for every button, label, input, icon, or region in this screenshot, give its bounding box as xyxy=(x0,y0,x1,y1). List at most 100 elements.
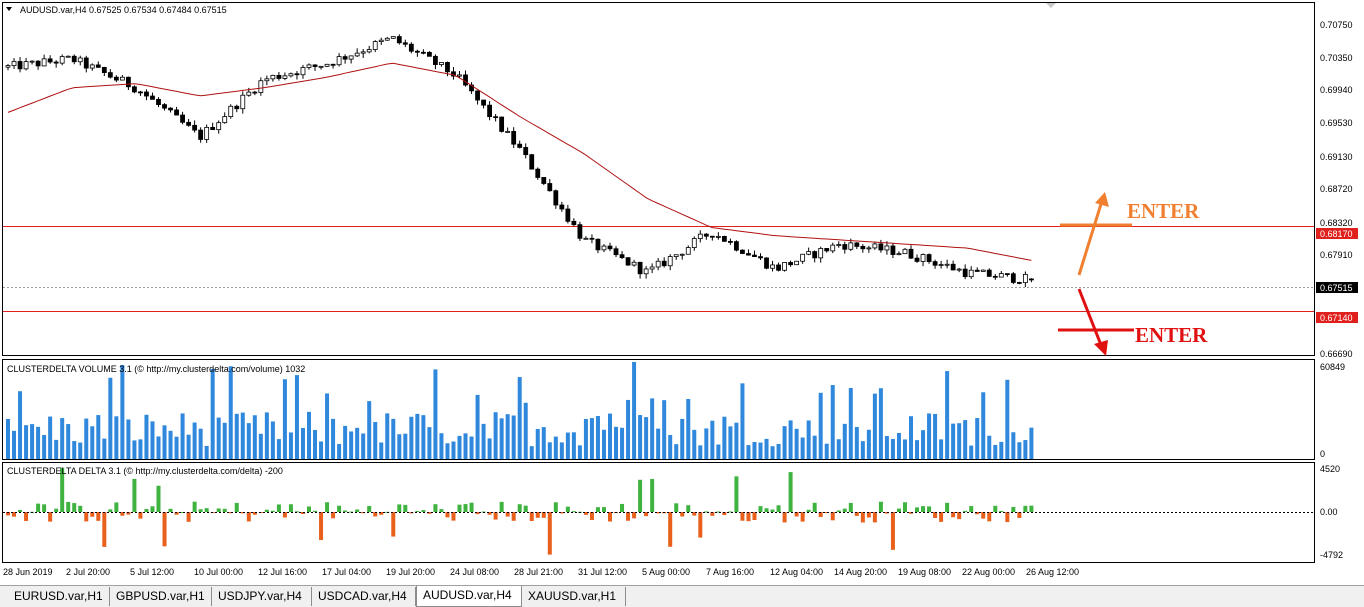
volume-bar xyxy=(752,441,757,459)
delta-bar xyxy=(933,512,938,518)
delta-bar xyxy=(782,512,787,523)
volume-bar xyxy=(379,442,384,459)
candle xyxy=(932,259,938,269)
candle xyxy=(884,241,890,255)
volume-bar xyxy=(547,442,552,459)
candle xyxy=(17,57,23,73)
candle xyxy=(439,62,444,67)
candle xyxy=(174,106,179,116)
candle xyxy=(974,267,980,272)
delta-bar xyxy=(60,467,65,512)
candle xyxy=(252,90,258,96)
delta-bar xyxy=(264,509,269,512)
candle xyxy=(451,67,456,80)
delta-bar xyxy=(656,512,661,514)
volume-bar xyxy=(427,427,432,459)
delta-bar xyxy=(174,512,179,515)
volume-bar xyxy=(800,437,805,459)
delta-bar xyxy=(84,512,89,522)
candle xyxy=(288,72,294,78)
volume-bar xyxy=(463,433,468,459)
candle xyxy=(944,259,950,269)
candle xyxy=(113,75,119,83)
volume-bar xyxy=(535,428,540,459)
volume-bar xyxy=(1017,442,1022,459)
candle xyxy=(667,254,673,271)
delta-bar xyxy=(752,512,757,521)
volume-bar xyxy=(102,438,107,459)
price-tick: 0.68320 xyxy=(1320,218,1353,228)
volume-bar xyxy=(969,445,974,459)
candle xyxy=(770,260,775,272)
dropdown-icon[interactable] xyxy=(6,7,12,11)
tab-audusd[interactable]: AUDUSD.var,H4 xyxy=(416,586,522,607)
delta-bar xyxy=(240,512,245,514)
candle xyxy=(306,63,312,70)
delta-bar xyxy=(499,501,504,512)
delta-bar xyxy=(439,509,444,512)
volume-bar xyxy=(499,418,504,459)
tab-eurusd[interactable]: EURUSD.var,H1 xyxy=(8,587,110,606)
volume-bar xyxy=(505,414,510,459)
volume-bar xyxy=(493,412,498,459)
volume-bar xyxy=(933,413,938,459)
volume-bar xyxy=(698,445,703,459)
volume-bar xyxy=(776,443,781,459)
tab-xauusd[interactable]: XAUUSD.var,H1 xyxy=(522,587,626,606)
volume-bar xyxy=(1023,440,1028,459)
volume-bar xyxy=(662,400,667,459)
delta-bar xyxy=(674,503,679,512)
candle xyxy=(481,99,486,109)
candle xyxy=(360,48,366,58)
candle xyxy=(23,57,29,71)
candle xyxy=(475,90,480,105)
delta-bar xyxy=(168,508,173,512)
delta-bar xyxy=(583,512,588,515)
delta-bar xyxy=(758,506,763,512)
volume-bar xyxy=(162,425,167,459)
candle xyxy=(517,140,523,149)
tab-usdcad[interactable]: USDCAD.var,H4 xyxy=(312,587,416,606)
volume-bar xyxy=(475,394,480,459)
tab-gbpusd[interactable]: GBPUSD.var,H1 xyxy=(110,587,212,606)
delta-bar xyxy=(78,505,83,512)
volume-bar xyxy=(987,435,992,459)
candle xyxy=(29,60,35,65)
volume-bar xyxy=(240,412,245,459)
delta-bar xyxy=(355,509,360,512)
candle xyxy=(264,75,270,86)
volume-bar xyxy=(72,441,77,459)
candle xyxy=(619,251,625,260)
volume-bar xyxy=(896,432,901,459)
volume-bar xyxy=(337,444,342,459)
candle xyxy=(806,247,812,256)
candle xyxy=(354,48,360,57)
volume-bar xyxy=(391,418,396,459)
main-chart-panel[interactable] xyxy=(2,2,1315,356)
candle xyxy=(715,232,721,240)
delta-bar xyxy=(927,506,932,512)
delta-bar xyxy=(987,512,992,522)
delta-bar xyxy=(812,502,817,512)
delta-bar xyxy=(794,512,799,517)
volume-bar xyxy=(343,425,348,459)
candle xyxy=(282,72,288,81)
volume-bar xyxy=(6,418,10,459)
volume-bar xyxy=(1029,427,1034,459)
volume-bar xyxy=(120,365,125,459)
delta-bar xyxy=(686,505,691,512)
volume-bar xyxy=(367,401,372,459)
candle xyxy=(408,42,414,54)
tab-usdjpy[interactable]: USDJPY.var,H4 xyxy=(212,587,312,606)
volume-bar xyxy=(860,441,865,459)
candle xyxy=(583,236,589,240)
volume-bar xyxy=(746,445,751,459)
candle xyxy=(577,221,583,242)
candle xyxy=(372,40,378,53)
volume-bar xyxy=(770,446,775,459)
delta-bars xyxy=(6,467,1034,555)
volume-bar xyxy=(433,369,438,459)
delta-bar xyxy=(156,485,161,512)
candle xyxy=(709,235,715,241)
